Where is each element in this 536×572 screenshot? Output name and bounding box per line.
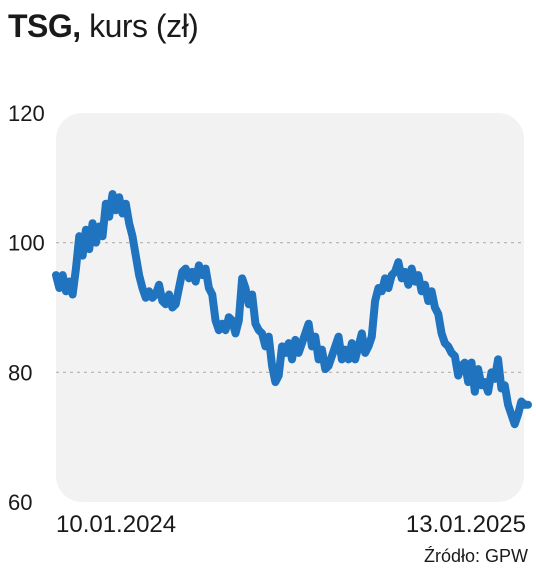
chart-title: TSG, kurs (zł) — [8, 6, 199, 46]
y-axis: 60 80 100 120 — [8, 101, 45, 515]
y-tick-label-60: 60 — [8, 490, 32, 515]
x-start-date-label: 10.01.2024 — [56, 511, 176, 538]
ticker-label: TSG, — [8, 8, 81, 44]
plot-background — [56, 113, 524, 502]
y-tick-label-100: 100 — [8, 231, 45, 256]
y-tick-label-120: 120 — [8, 101, 45, 126]
y-tick-label-80: 80 — [8, 360, 32, 385]
source-note: Źródło: GPW — [423, 546, 528, 566]
price-line-chart: 60 80 100 120 10.01.2024 13.01.2025 — [8, 101, 532, 538]
x-end-date-label: 13.01.2025 — [406, 511, 526, 538]
price-series-line — [52, 190, 532, 429]
title-unit-label: kurs (zł) — [89, 8, 199, 44]
